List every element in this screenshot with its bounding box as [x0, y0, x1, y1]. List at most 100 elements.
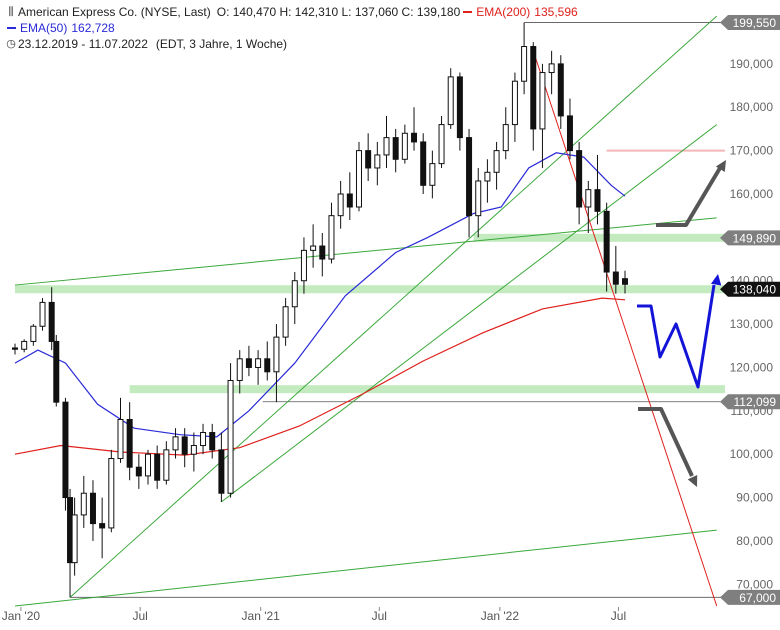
candle-body	[200, 432, 207, 447]
candle-body	[135, 466, 142, 477]
candle-body	[227, 379, 234, 494]
candle-body	[273, 336, 280, 373]
candle-body	[300, 249, 307, 282]
candle-body	[346, 193, 353, 208]
candle-body	[392, 137, 399, 160]
candlestick-chart-icon: ⫼	[8, 6, 14, 18]
ema200-line	[14, 297, 626, 456]
x-tick-label: Jan '22	[481, 609, 520, 623]
x-tick-label: Jan '21	[242, 609, 281, 623]
support-zone	[15, 285, 725, 294]
candle-body	[502, 124, 509, 152]
candle-body	[310, 245, 317, 251]
candle-body	[374, 154, 381, 169]
price-tag-label: 199,550	[733, 16, 777, 30]
candle-body	[264, 358, 271, 373]
candle-body	[622, 278, 628, 285]
x-tick-label: Jul	[611, 609, 626, 623]
ema50-label: EMA(50)	[20, 21, 68, 35]
candle-body	[548, 63, 555, 74]
candle-body	[126, 419, 133, 468]
candle-body	[80, 492, 87, 516]
price-tag	[720, 230, 780, 246]
candle-body	[236, 358, 243, 381]
price-tag-label: 149,890	[733, 231, 777, 245]
y-tick-label: 170,000	[730, 144, 774, 158]
candle-body	[181, 436, 188, 455]
candle-body	[420, 141, 427, 186]
candle-body	[456, 76, 463, 139]
candle-body	[255, 358, 262, 368]
bear-scenario-arrow	[638, 407, 694, 477]
y-tick-label: 180,000	[730, 100, 774, 114]
candle-body	[401, 132, 408, 160]
candle-body	[511, 80, 518, 126]
candle-body	[557, 63, 564, 117]
candle-body	[438, 124, 445, 165]
ema50-swatch	[7, 27, 16, 29]
x-tick-label: Jul	[372, 609, 387, 623]
price-tag-label: 112,099	[734, 395, 777, 409]
candle-body	[466, 137, 473, 217]
candle-body	[218, 449, 225, 494]
x-tick-label: Jul	[132, 609, 147, 623]
legend-row-range: ◷ 23.12.2019 - 11.07.2022 (EDT, 3 Jahre,…	[4, 36, 578, 52]
price-tag	[720, 589, 780, 605]
price-tag	[720, 281, 780, 297]
clock-icon: ◷	[6, 38, 16, 50]
bull-scenario-arrow	[656, 166, 722, 227]
bull-scenario-arrowhead	[715, 160, 726, 172]
ema200-label: EMA(200)	[476, 5, 531, 19]
candle-body	[21, 340, 28, 350]
trend-line	[532, 50, 718, 607]
candle-body	[355, 150, 362, 208]
ema200-value: 135,596	[534, 5, 578, 19]
price-tag-label: 67,000	[739, 591, 776, 605]
y-tick-label: 90,000	[736, 491, 773, 505]
candle-body	[365, 150, 372, 169]
price-tag	[720, 14, 780, 30]
price-tag	[720, 394, 780, 410]
ema50-line	[14, 152, 626, 438]
candle-body	[429, 163, 436, 186]
base-scenario-arrowhead	[710, 274, 722, 286]
candle-body	[71, 514, 78, 564]
y-tick-label: 160,000	[730, 187, 774, 201]
candle-body	[53, 340, 60, 403]
candle-body	[475, 180, 482, 217]
candle-body	[539, 72, 546, 130]
candle-body	[245, 358, 252, 368]
candle-body	[383, 137, 390, 156]
candle-body	[12, 347, 18, 350]
support-zone	[129, 385, 726, 394]
candle-body	[48, 301, 55, 342]
candle-body	[585, 189, 592, 208]
instrument-title: American Express Co. (NYSE, Last)	[18, 5, 211, 19]
candle-body	[337, 193, 344, 217]
candle-body	[89, 492, 96, 525]
ohlc-values: O: 140,470 H: 142,310 L: 137,060 C: 139,…	[216, 5, 461, 19]
base-scenario-arrow	[637, 284, 716, 389]
candle-body	[493, 150, 500, 173]
ema200-swatch	[463, 11, 473, 13]
trend-line	[14, 529, 717, 607]
bear-scenario-arrowhead	[687, 475, 698, 487]
candle-body	[108, 458, 115, 529]
candle-body	[154, 453, 161, 481]
candle-body	[319, 245, 326, 260]
candle-body	[117, 419, 124, 460]
y-tick-label: 70,000	[736, 577, 773, 591]
support-zone	[473, 233, 725, 242]
candle-body	[39, 301, 46, 327]
range-info: (EDT, 3 Jahre, 1 Woche)	[155, 37, 288, 51]
y-tick-label: 130,000	[730, 317, 774, 331]
legend-row-title: ⫼ American Express Co. (NYSE, Last) O: 1…	[4, 4, 578, 20]
candle-body	[209, 432, 216, 451]
y-tick-label: 100,000	[730, 447, 774, 461]
candle-body	[190, 445, 197, 455]
candle-body	[99, 523, 106, 529]
candle-body	[282, 306, 289, 338]
y-tick-label: 120,000	[730, 360, 774, 374]
